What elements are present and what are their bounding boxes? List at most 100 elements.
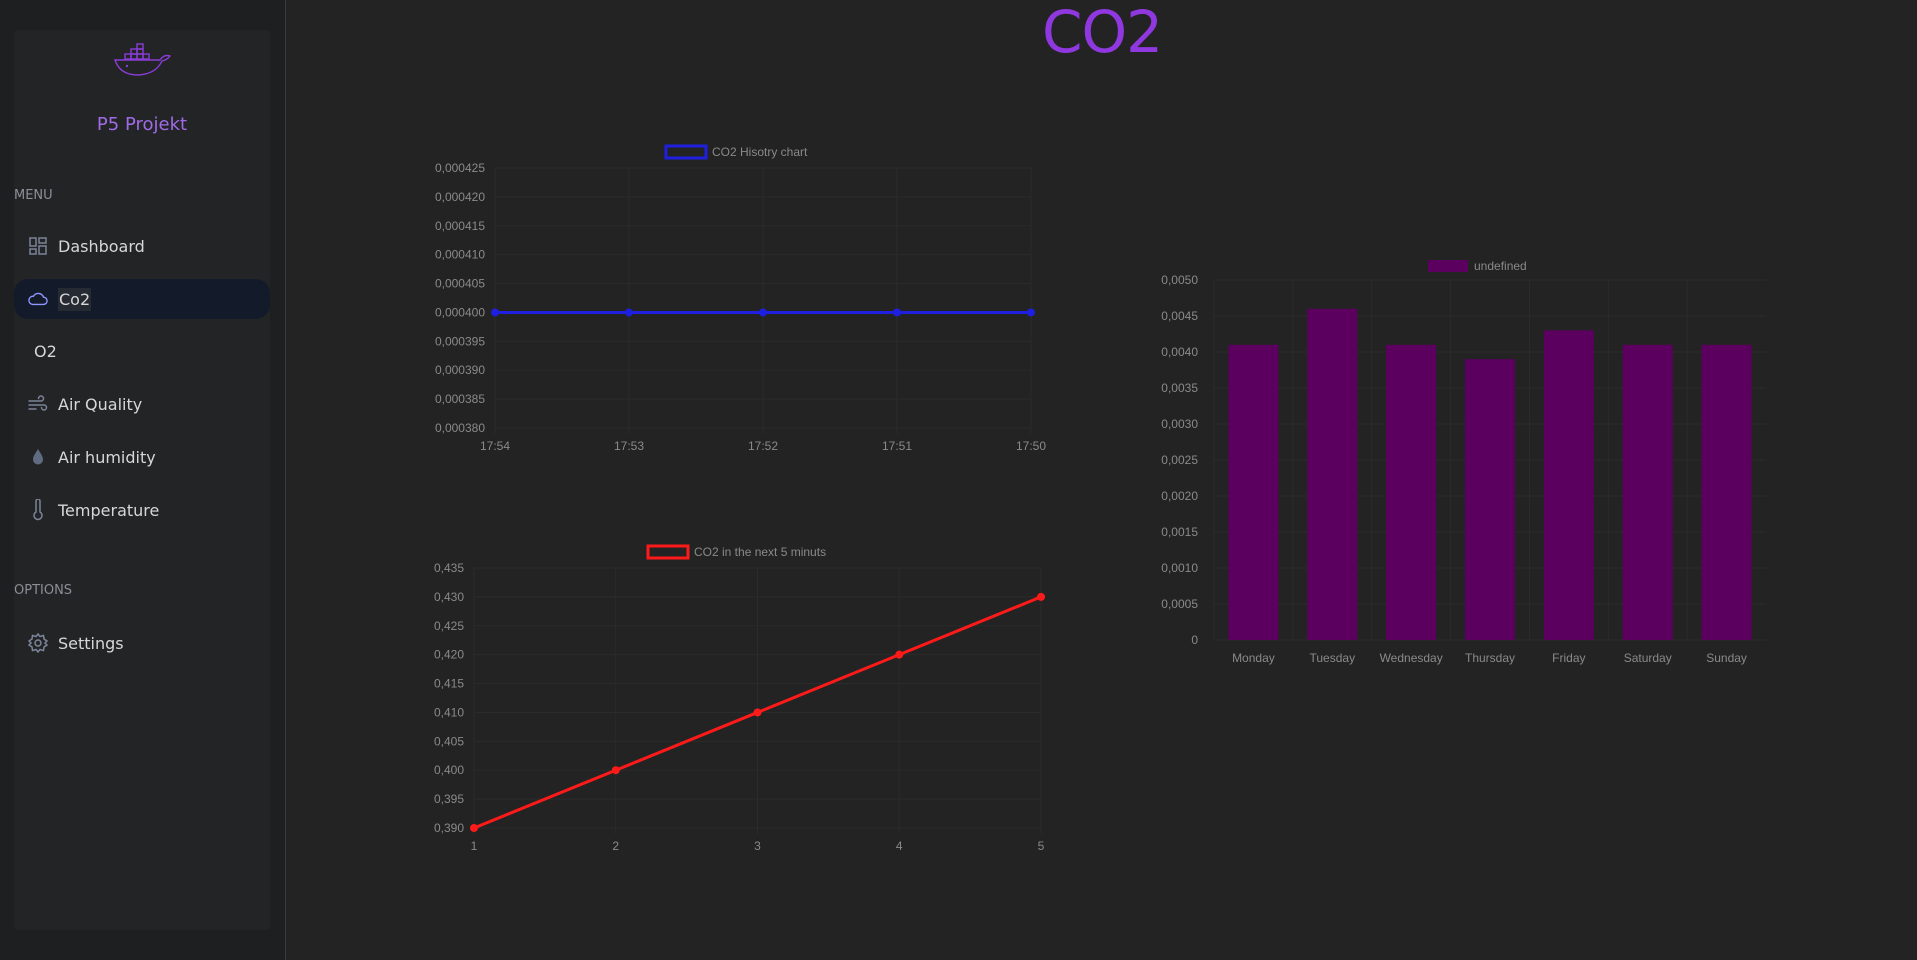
y-tick-label: 0,0035	[1161, 381, 1198, 395]
sidebar-item-temperature[interactable]: Temperature	[14, 490, 270, 530]
sidebar-item-label: Air Quality	[58, 394, 143, 414]
data-point	[1037, 592, 1045, 601]
options-section-label: OPTIONS	[14, 583, 73, 598]
sidebar-item-label: Co2	[58, 287, 92, 311]
y-tick-label: 0,415	[434, 677, 464, 691]
dashboard-icon	[28, 236, 48, 256]
sidebar: P5 Projekt MENU Dashboard Co2 O2	[14, 30, 270, 930]
x-tick-label: Thursday	[1465, 651, 1515, 665]
x-tick-label: Saturday	[1624, 651, 1672, 665]
x-tick-label: Sunday	[1706, 651, 1747, 665]
sidebar-item-label: Settings	[58, 633, 124, 653]
x-tick-label: 2	[612, 839, 619, 853]
x-tick-label: Tuesday	[1309, 651, 1355, 665]
bar	[1622, 344, 1673, 640]
x-tick-label: Friday	[1552, 651, 1585, 665]
droplet-icon	[28, 447, 48, 467]
data-point	[1027, 308, 1035, 317]
y-tick-label: 0,0030	[1161, 417, 1198, 431]
y-tick-label: 0,0010	[1161, 561, 1198, 575]
legend-swatch	[646, 544, 690, 560]
data-point	[491, 308, 499, 317]
sidebar-item-label: O2	[34, 341, 57, 361]
sidebar-item-label: Dashboard	[58, 236, 145, 256]
sidebar-item-air-humidity[interactable]: Air humidity	[14, 437, 270, 477]
legend-swatch	[1428, 260, 1468, 272]
y-tick-label: 0,395	[434, 792, 464, 806]
legend-label: undefined	[1474, 259, 1527, 273]
sidebar-item-co2[interactable]: Co2	[14, 279, 270, 319]
x-tick-label: 1	[471, 839, 478, 853]
data-point	[893, 308, 901, 317]
co2-forecast-chart: CO2 in the next 5 minuts 0,435 0,430 0,425 0…	[434, 544, 1045, 853]
sidebar-item-settings[interactable]: Settings	[14, 623, 270, 663]
y-tick-label: 0,410	[434, 705, 464, 719]
y-tick-label: 0,000380	[435, 421, 485, 435]
y-tick-label: 0,0005	[1161, 597, 1198, 611]
page-title: CO2	[1041, 0, 1163, 66]
co2-weekly-bar-chart: undefined 0,0050 0,0045 0,0040 0,0035 0,0030 0…	[1161, 259, 1766, 665]
y-tick-label: 0,000390	[435, 363, 485, 377]
menu-section-label: MENU	[14, 188, 53, 203]
y-tick-label: 0,0025	[1161, 453, 1198, 467]
y-tick-label: 0,000420	[435, 190, 485, 204]
sidebar-item-label: Temperature	[58, 500, 160, 520]
y-tick-label: 0,425	[434, 619, 464, 633]
bar	[1465, 359, 1515, 640]
sidebar-item-dashboard[interactable]: Dashboard	[14, 226, 270, 266]
brand-name: P5 Projekt	[96, 114, 188, 135]
y-tick-label: 0,0015	[1161, 525, 1198, 539]
y-tick-label: 0,430	[434, 590, 464, 604]
legend-swatch	[664, 144, 708, 160]
y-tick-label: 0,000405	[435, 277, 485, 291]
y-tick-label: 0,000410	[435, 248, 485, 262]
gear-icon	[28, 633, 48, 653]
x-tick-label: 3	[754, 839, 761, 853]
x-tick-label: 17:53	[614, 439, 644, 453]
y-tick-label: 0,420	[434, 648, 464, 662]
bar	[1543, 330, 1594, 640]
y-tick-label: 0,390	[434, 821, 464, 835]
x-tick-label: 5	[1038, 839, 1045, 853]
sidebar-item-label: Air humidity	[58, 447, 156, 467]
docker-whale-logo	[114, 43, 172, 76]
data-point	[759, 308, 767, 317]
bar	[1701, 344, 1752, 640]
x-tick-label: Monday	[1232, 651, 1275, 665]
y-tick-label: 0,0050	[1161, 273, 1198, 287]
y-tick-label: 0,000415	[435, 219, 485, 233]
bar	[1228, 344, 1279, 640]
x-tick-label: 17:54	[480, 439, 510, 453]
y-tick-label: 0,0040	[1161, 345, 1198, 359]
y-tick-label: 0,0020	[1161, 489, 1198, 503]
sidebar-item-air-quality[interactable]: Air Quality	[14, 384, 270, 424]
y-tick-label: 0,000425	[435, 161, 485, 175]
bar	[1307, 308, 1358, 640]
data-point	[625, 308, 633, 317]
y-tick-label: 0,000395	[435, 334, 485, 348]
legend-label: CO2 in the next 5 minuts	[694, 545, 826, 559]
y-tick-label: 0,435	[434, 561, 464, 575]
thermometer-icon	[28, 499, 48, 521]
x-tick-label: 17:51	[882, 439, 912, 453]
x-tick-label: Wednesday	[1380, 651, 1443, 665]
wind-icon	[28, 394, 48, 414]
y-tick-label: 0,0045	[1161, 309, 1198, 323]
x-tick-label: 4	[896, 839, 903, 853]
data-point	[470, 824, 478, 832]
data-point	[753, 708, 762, 717]
sidebar-item-o2[interactable]: O2	[14, 331, 270, 371]
data-point	[895, 650, 904, 659]
data-point	[611, 766, 620, 775]
y-tick-label: 0	[1191, 633, 1198, 647]
y-tick-label: 0,000385	[435, 392, 485, 406]
co2-history-chart: CO2 Hisotry chart 0,000425 0,000420 0,00041…	[435, 144, 1046, 453]
cloud-icon	[28, 289, 48, 309]
x-tick-label: 17:50	[1016, 439, 1046, 453]
y-tick-label: 0,000400	[435, 305, 485, 319]
bar	[1386, 344, 1437, 640]
y-tick-label: 0,405	[434, 734, 464, 748]
x-tick-label: 17:52	[748, 439, 778, 453]
sidebar-panel: P5 Projekt MENU Dashboard Co2 O2	[0, 0, 286, 960]
legend-label: CO2 Hisotry chart	[712, 145, 808, 159]
